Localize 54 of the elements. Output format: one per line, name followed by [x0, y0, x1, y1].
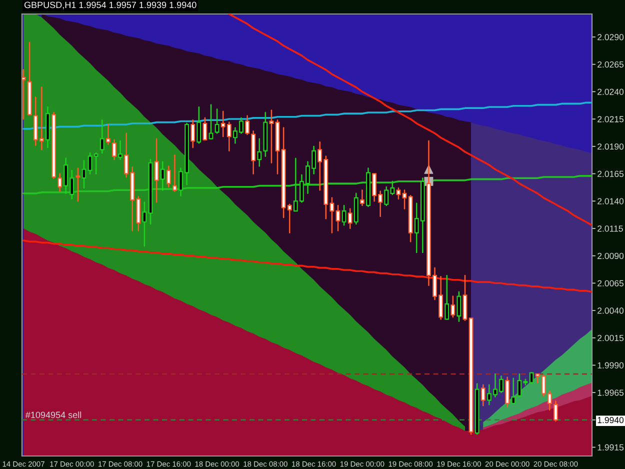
candlestick: [257, 138, 262, 167]
line-series: [228, 14, 592, 226]
candlestick: [202, 117, 208, 140]
y-tick-label: 2.0040: [598, 308, 624, 314]
candlestick: [402, 190, 407, 210]
ref-line-label: #1094954 sell: [25, 411, 82, 418]
y-tick-label: 1.9915: [598, 444, 624, 451]
candlestick: [208, 104, 214, 140]
candlestick: [511, 378, 516, 404]
candlestick: [444, 274, 450, 320]
candlestick: [456, 291, 462, 322]
y-tick-label: 2.0290: [598, 34, 624, 40]
candlestick: [529, 372, 534, 384]
candlestick: [166, 165, 171, 188]
candlestick: [336, 204, 340, 232]
candlestick: [348, 208, 352, 230]
y-tick-label: 2.0090: [598, 252, 624, 260]
candlestick: [58, 173, 62, 192]
candlestick: [106, 124, 110, 145]
candlestick: [154, 138, 159, 203]
candlestick: [142, 202, 147, 247]
candlestick: [553, 400, 558, 422]
y-tick-label: 2.0015: [598, 334, 624, 342]
y-tick-label: 2.0140: [598, 198, 624, 204]
y-tick-label: 2.0065: [598, 280, 624, 286]
y-tick-label: 2.0165: [598, 170, 624, 177]
y-tick-label: 2.0215: [598, 116, 624, 122]
candlestick: [505, 376, 510, 408]
candlestick: [342, 204, 346, 226]
y-tick-label: 2.0190: [598, 143, 624, 150]
y-tick-label: 2.0240: [598, 88, 624, 95]
chart-title: GBPUSD,H1 1.9954 1.9957 1.9939 1.9940: [24, 2, 196, 10]
candlestick: [76, 168, 80, 202]
candlestick: [480, 384, 486, 406]
candlestick: [360, 190, 364, 206]
candlestick: [172, 154, 177, 192]
candlestick: [517, 373, 522, 398]
candlestick: [396, 187, 401, 200]
candlestick: [245, 115, 250, 135]
y-tick-label: 2.0265: [598, 61, 624, 68]
y-tick-label: 1.9990: [598, 362, 624, 368]
candlestick: [450, 296, 456, 318]
candlestick: [190, 120, 196, 148]
candlestick: [160, 161, 165, 191]
y-tick-label: 1.9940: [598, 416, 624, 424]
candlestick: [269, 110, 274, 164]
y-tick-label: 1.9965: [598, 390, 624, 396]
candlestick: [214, 108, 220, 134]
candlestick: [112, 139, 116, 160]
y-tick-label: 2.0115: [598, 225, 623, 232]
candlestick: [196, 106, 202, 144]
candlestick: [100, 120, 104, 154]
candlestick: [118, 140, 122, 160]
candlestick: [22, 69, 26, 120]
